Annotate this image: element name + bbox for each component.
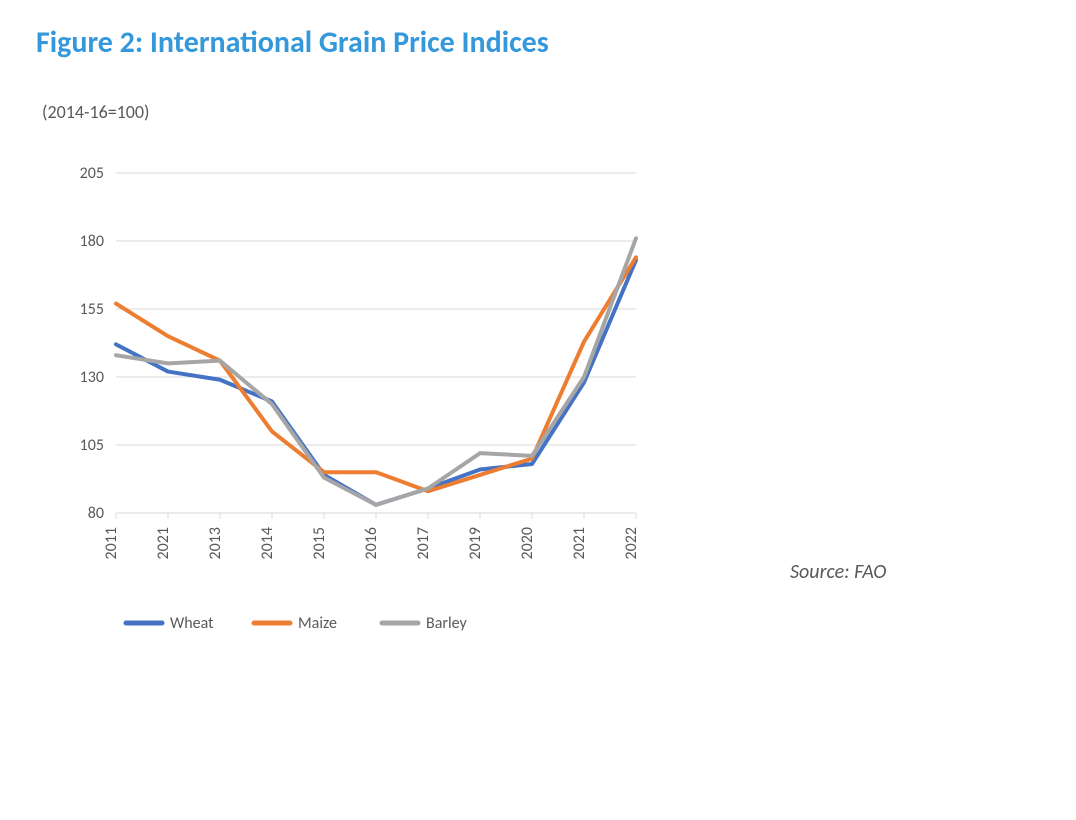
svg-text:180: 180: [80, 232, 104, 251]
svg-text:Wheat: Wheat: [170, 614, 214, 633]
svg-text:2016: 2016: [362, 527, 381, 559]
svg-text:Barley: Barley: [426, 614, 467, 633]
svg-text:130: 130: [80, 368, 104, 387]
svg-text:205: 205: [80, 164, 104, 183]
svg-text:2022: 2022: [622, 527, 641, 559]
chart-container: 80 105 130 155 180 205 2011 2021 2013 2014 2015 201…: [36, 163, 816, 683]
svg-text:80: 80: [88, 504, 104, 523]
figure-title: Figure 2: International Grain Price Indi…: [36, 24, 1040, 61]
svg-text:105: 105: [80, 436, 104, 455]
svg-text:Maize: Maize: [298, 614, 337, 633]
svg-text:155: 155: [80, 300, 104, 319]
svg-text:2013: 2013: [206, 527, 225, 559]
svg-text:2020: 2020: [518, 527, 537, 559]
source-label: Source: FAO: [790, 560, 886, 584]
page: Figure 2: International Grain Price Indi…: [0, 0, 1076, 820]
svg-text:2017: 2017: [414, 527, 433, 559]
svg-text:2021: 2021: [154, 527, 173, 559]
svg-text:2019: 2019: [466, 527, 485, 559]
line-chart: 80 105 130 155 180 205 2011 2021 2013 2014 2015 201…: [36, 163, 816, 683]
svg-text:2014: 2014: [258, 527, 277, 559]
svg-text:2011: 2011: [102, 527, 121, 559]
unit-label: (2014-16=100): [42, 101, 1040, 123]
svg-text:2015: 2015: [310, 527, 329, 559]
svg-text:2021: 2021: [570, 527, 589, 559]
